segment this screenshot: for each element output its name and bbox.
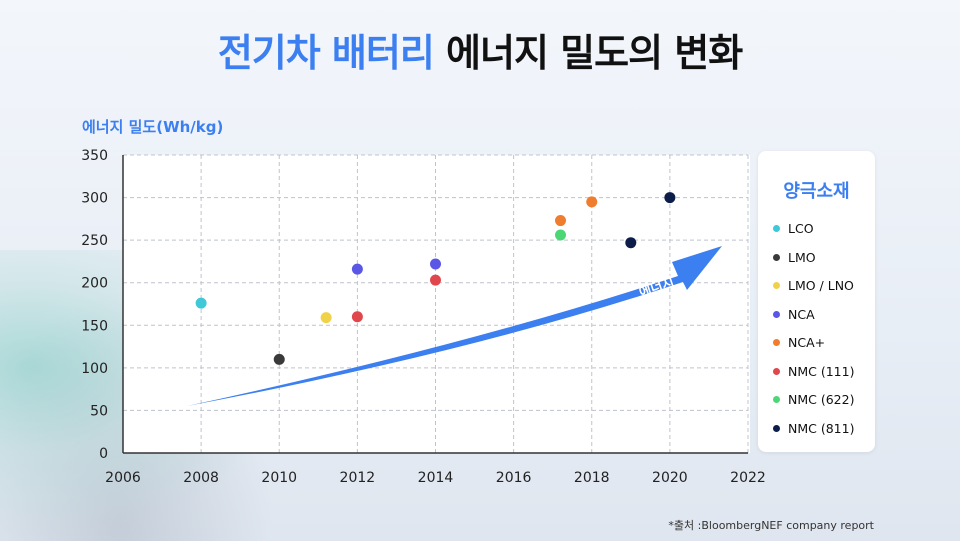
y-tick-label: 200 <box>81 276 108 292</box>
x-tick-label: 2014 <box>418 470 454 486</box>
point-lmo <box>273 353 285 365</box>
legend-item: NMC (811) <box>773 421 854 437</box>
y-tick-label: 150 <box>81 318 108 334</box>
legend-label: LMO <box>788 249 816 265</box>
title-rest: 에너지 밀도의 변화 <box>446 31 743 75</box>
legend-marker <box>773 253 780 261</box>
title-highlight: 전기차 배터리 <box>217 31 435 75</box>
legend-item: NCA+ <box>773 335 825 351</box>
legend-item: NMC (622) <box>773 392 854 408</box>
y-axis-label: 에너지 밀도(Wh/kg) <box>82 118 224 136</box>
legend-marker <box>773 367 780 375</box>
legend-item: LMO / LNO <box>773 278 854 294</box>
x-tick-label: 2010 <box>261 470 297 486</box>
legend-label: NCA+ <box>788 335 826 350</box>
legend-title: 양극소재 <box>783 181 850 202</box>
legend-marker <box>773 339 780 346</box>
point-nmc-811 <box>625 237 637 249</box>
legend-item: LMO <box>773 250 816 266</box>
point-nmc-111 <box>351 311 363 323</box>
legend-marker <box>773 396 780 403</box>
point-nca <box>555 215 566 227</box>
legend-marker <box>773 225 780 232</box>
legend: 양극소재 LCO LMO LMO / LNO NCA NCA+ NMC (111) NMC … <box>758 151 875 452</box>
grid-lines <box>122 154 749 454</box>
legend-item: NCA <box>773 307 815 323</box>
legend-label: LMO / LNO <box>788 278 854 293</box>
legend-marker <box>773 310 780 318</box>
legend-label: NMC (622) <box>788 392 855 407</box>
legend-label: LCO <box>788 221 814 236</box>
source-note: *출처 :BloombergNEF company report <box>668 519 874 532</box>
legend-label: NCA <box>788 306 815 322</box>
x-tick-label: 2012 <box>340 470 376 486</box>
tick-labels: 2006 2008 2010 2012 2014 2016 2018 2020 2022 0 50 1… <box>81 148 766 486</box>
point-nca <box>351 263 363 275</box>
legend-marker <box>773 282 780 289</box>
legend-label: NMC (111) <box>788 363 855 379</box>
point-nca <box>586 196 598 208</box>
x-tick-label: 2020 <box>652 470 688 486</box>
data-points <box>195 192 676 365</box>
y-tick-label: 50 <box>90 403 108 419</box>
x-tick-label: 2022 <box>730 470 766 486</box>
x-tick-label: 2008 <box>183 470 219 486</box>
y-tick-label: 100 <box>81 361 108 377</box>
legend-marker <box>773 424 780 432</box>
y-tick-label: 350 <box>81 148 108 164</box>
point-nca <box>430 258 441 270</box>
y-tick-label: 300 <box>81 191 108 207</box>
plot-area <box>123 155 750 453</box>
legend-item: LCO <box>773 221 814 237</box>
page-title: 전기차 배터리 에너지 밀도의 변화 <box>0 22 960 77</box>
x-tick-label: 2006 <box>105 470 141 486</box>
legend-item: NMC (111) <box>773 364 854 380</box>
point-lmo-lno <box>320 312 332 324</box>
y-tick-label: 250 <box>81 233 108 249</box>
x-tick-label: 2018 <box>574 470 610 486</box>
point-lco <box>195 297 207 309</box>
point-nmc-811 <box>664 192 676 204</box>
legend-label: NMC (811) <box>788 420 855 436</box>
point-nmc-622 <box>555 229 566 241</box>
y-tick-label: 0 <box>99 446 108 462</box>
point-nmc-111 <box>430 274 441 286</box>
x-tick-label: 2016 <box>496 470 532 486</box>
